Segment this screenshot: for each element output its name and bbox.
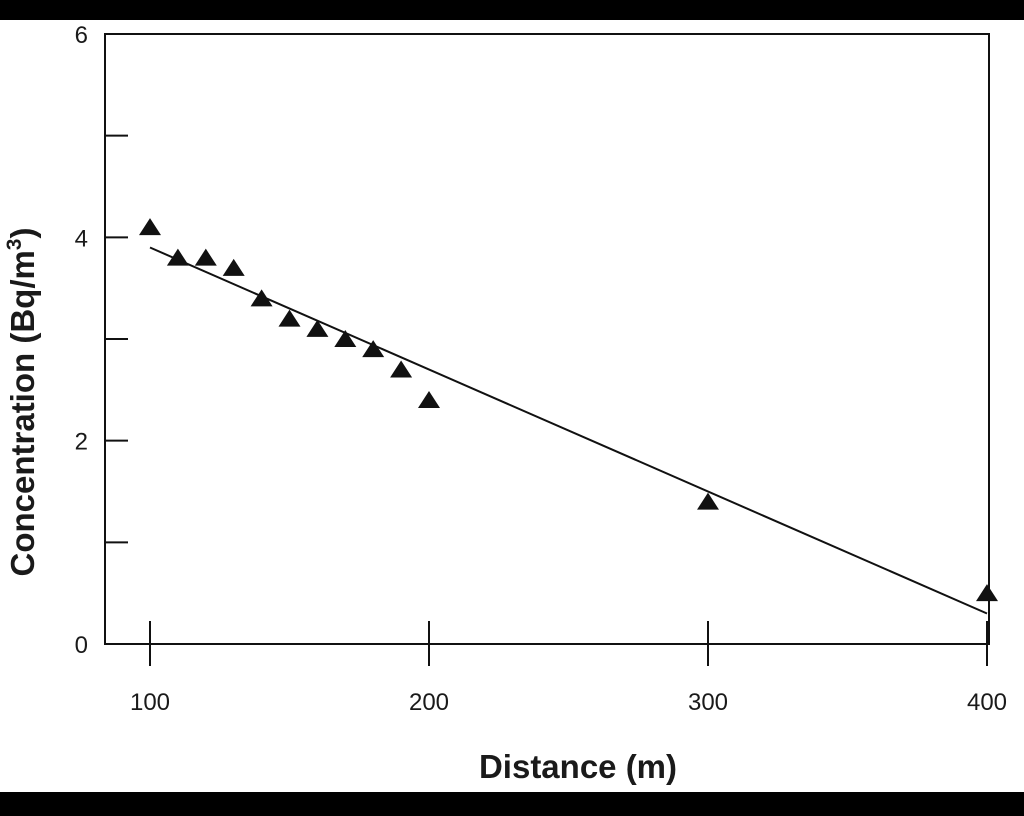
data-point-marker <box>418 391 440 408</box>
y-tick-label: 0 <box>75 632 88 659</box>
data-point-marker <box>390 360 413 378</box>
trend-line <box>149 246 988 615</box>
y-tick-label: 4 <box>75 225 88 252</box>
data-point-marker <box>976 584 998 602</box>
x-axis-title: Distance (m) <box>479 748 677 785</box>
y-axis-title-superscript: 3 <box>3 238 26 250</box>
x-axis-ticks: 100 200 300 400 <box>130 621 1007 716</box>
data-point-marker <box>166 248 189 266</box>
data-point-marker <box>194 248 217 266</box>
plot-frame <box>104 33 990 645</box>
y-tick-label: 6 <box>75 22 88 49</box>
y-tick-label: 2 <box>75 429 88 456</box>
data-points-layer <box>139 218 998 602</box>
trend-line-layer <box>149 246 988 615</box>
x-tick-label: 400 <box>967 689 1007 716</box>
data-point-marker <box>362 340 385 358</box>
y-axis-title-close: ) <box>4 227 41 238</box>
data-point-marker <box>139 218 161 236</box>
data-point-marker <box>334 330 357 347</box>
x-tick-label: 300 <box>688 689 728 716</box>
chart-figure: 0 2 4 6 100 200 300 400 Distance (m) Concentra… <box>0 20 1024 792</box>
data-point-marker <box>250 289 273 307</box>
y-axis-title: Concentration (Bq/m3) <box>3 227 41 576</box>
data-point-marker <box>222 258 245 276</box>
data-point-marker <box>306 319 329 337</box>
data-point-marker <box>697 492 719 510</box>
data-point-marker <box>278 309 301 327</box>
scatter-chart: 0 2 4 6 100 200 300 400 Distance (m) Concentra… <box>3 22 1007 785</box>
y-axis-ticks: 0 2 4 6 <box>75 22 128 659</box>
x-tick-label: 100 <box>130 689 170 716</box>
x-tick-label: 200 <box>409 689 449 716</box>
y-axis-title-main: Concentration (Bq/m <box>4 250 41 576</box>
